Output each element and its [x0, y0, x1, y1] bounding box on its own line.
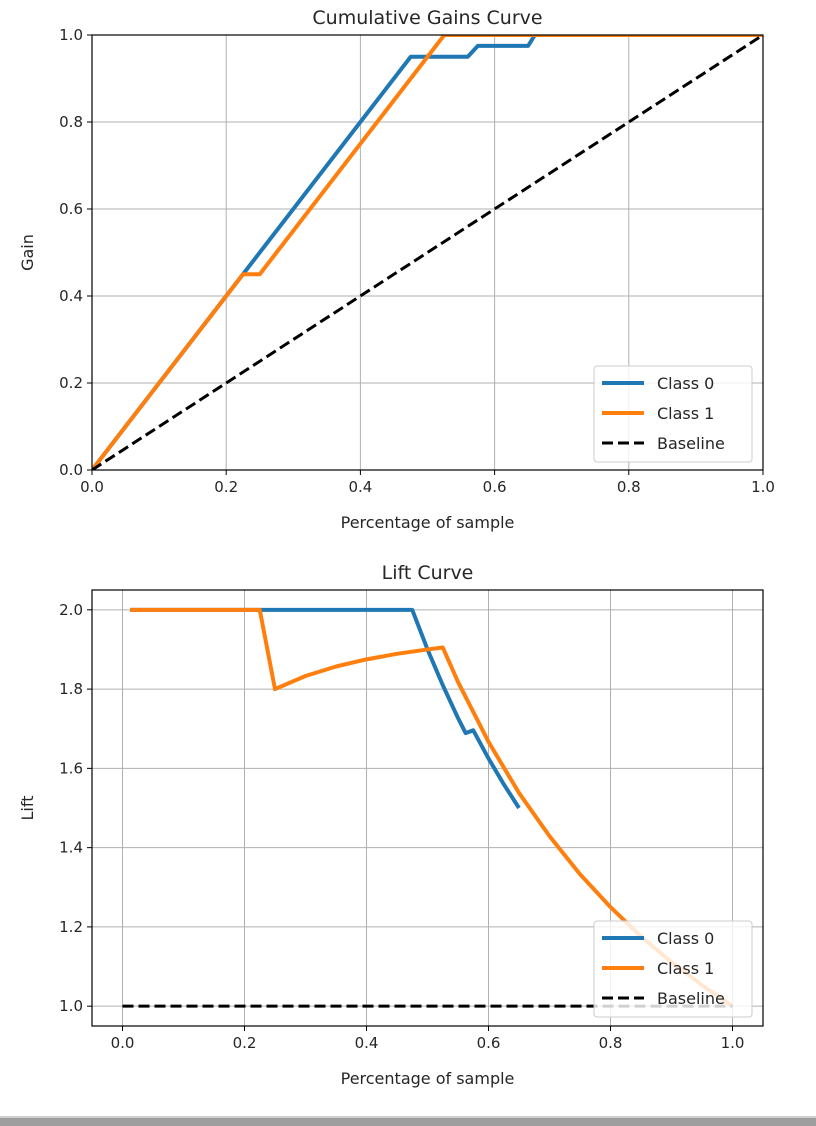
x-tick-label: 1.0 [721, 1034, 745, 1052]
axes-frame [91, 589, 764, 1027]
y-axis-label: Gain [18, 234, 37, 271]
series-line-class-0 [130, 607, 521, 810]
y-tick-label: 1.0 [59, 997, 83, 1015]
legend-label: Baseline [657, 989, 725, 1008]
chart-panel-1: 0.0 0.2 0.4 0.6 0.8 1.0 0.0 0.2 0.4 0.6 0.8 1.0 Cumu… [18, 7, 775, 532]
legend-label: Class 1 [657, 404, 714, 423]
y-tick-label: 1.2 [59, 918, 83, 936]
series-line-class-1 [92, 35, 763, 470]
legend-label: Class 0 [657, 929, 714, 948]
y-tick-label: 1.6 [59, 759, 83, 777]
x-tick-label: 0.0 [80, 478, 104, 496]
legend: Class 0 Class 1 Baseline [593, 920, 753, 1018]
legend-label: Class 1 [657, 959, 714, 978]
x-axis-label: Percentage of sample [341, 1069, 515, 1088]
series-group [92, 35, 763, 470]
horizontal-scrollbar[interactable] [0, 1118, 816, 1126]
y-tick-label: 0.4 [59, 287, 83, 305]
chart-panel-2: 0.0 0.2 0.4 0.6 0.8 1.0 1.0 1.2 1.4 1.6 1.8 2.0 Lift… [18, 562, 764, 1088]
y-tick-label: 0.6 [59, 200, 83, 218]
y-tick-label: 1.8 [59, 680, 83, 698]
x-tick-label: 0.2 [233, 1034, 257, 1052]
x-tick-label: 0.4 [355, 1034, 379, 1052]
legend-box [593, 365, 753, 463]
x-axis-label: Percentage of sample [341, 513, 515, 532]
series-line-baseline [92, 35, 763, 470]
y-tick-label: 0.2 [59, 374, 83, 392]
chart-title: Lift Curve [382, 562, 474, 584]
x-tick-label: 0.8 [599, 1034, 623, 1052]
y-axis-label: Lift [18, 796, 37, 821]
y-tick-label: 1.4 [59, 839, 83, 857]
x-tick-label: 0.2 [214, 478, 238, 496]
y-tick-label: 2.0 [59, 601, 83, 619]
y-tick-label: 0.0 [59, 461, 83, 479]
x-tick-label: 0.8 [617, 478, 641, 496]
legend-label: Baseline [657, 434, 725, 453]
chart-title: Cumulative Gains Curve [312, 7, 542, 29]
legend-label: Class 0 [657, 374, 714, 393]
y-tick-label: 0.8 [59, 113, 83, 131]
y-tick-label: 1.0 [59, 26, 83, 44]
scroll-divider [0, 1116, 816, 1118]
legend-box [593, 920, 753, 1018]
x-tick-label: 0.6 [477, 1034, 501, 1052]
x-tick-label: 0.0 [111, 1034, 135, 1052]
x-tick-label: 1.0 [751, 478, 775, 496]
legend: Class 0 Class 1 Baseline [593, 365, 753, 463]
x-tick-label: 0.4 [348, 478, 372, 496]
x-tick-label: 0.6 [483, 478, 507, 496]
axes-frame [91, 34, 764, 471]
